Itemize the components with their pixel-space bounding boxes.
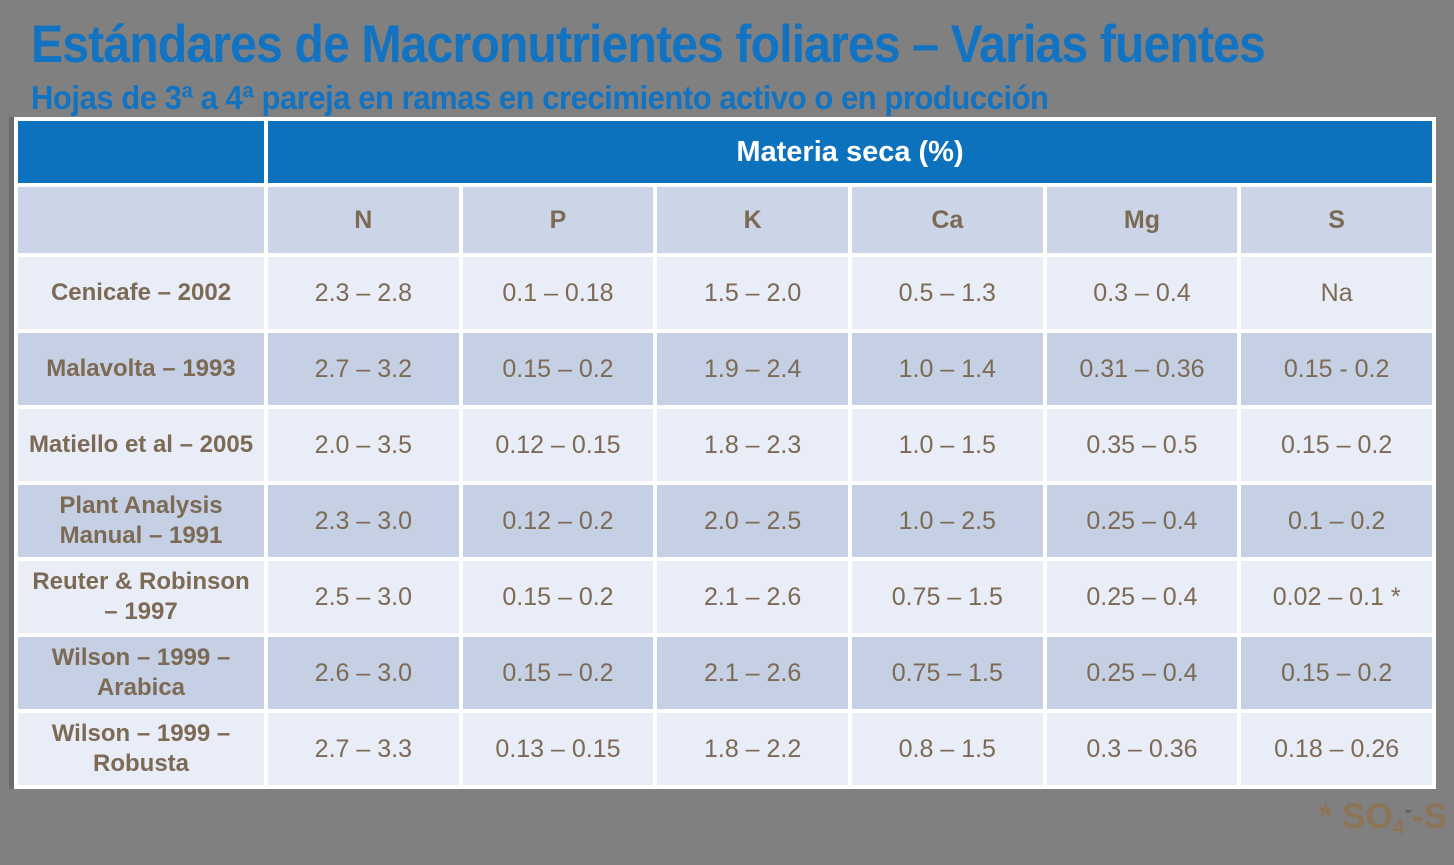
table-row: Wilson – 1999 – Arabica 2.6 – 3.0 0.15 –…	[18, 637, 1432, 709]
value-cell: 0.15 – 0.2	[462, 561, 654, 633]
value-cell: 2.7 – 3.2	[268, 333, 459, 405]
value-cell: 2.0 – 3.5	[268, 409, 459, 481]
value-cell: 0.8 – 1.5	[851, 713, 1043, 785]
value-cell: 2.1 – 2.6	[657, 637, 848, 709]
column-header-p: P	[462, 187, 654, 253]
value-cell: 0.1 – 0.18	[462, 257, 654, 329]
value-cell: 1.8 – 2.2	[657, 713, 848, 785]
footnote-prefix: * SO	[1318, 797, 1393, 836]
value-cell: 1.0 – 2.5	[851, 485, 1043, 557]
value-cell: 0.25 – 0.4	[1046, 637, 1238, 709]
table-row: Cenicafe – 2002 2.3 – 2.8 0.1 – 0.18 1.5…	[18, 257, 1432, 329]
sulfate-footnote: * SO4--S	[1319, 797, 1447, 840]
value-cell: 2.6 – 3.0	[268, 637, 459, 709]
table-row: Malavolta – 1993 2.7 – 3.2 0.15 – 0.2 1.…	[18, 333, 1432, 405]
value-cell: 2.1 – 2.6	[657, 561, 848, 633]
value-cell: 0.15 – 0.2	[1241, 409, 1432, 481]
value-cell: 0.18 – 0.26	[1241, 713, 1432, 785]
column-header-k: K	[657, 187, 848, 253]
value-cell: 1.0 – 1.4	[851, 333, 1043, 405]
macronutrient-standards-table: Materia seca (%) N P K Ca Mg S Cenicafe …	[9, 117, 1436, 789]
value-cell: 0.13 – 0.15	[462, 713, 654, 785]
source-cell: Plant Analysis Manual – 1991	[18, 485, 264, 557]
footnote-subscript: 4	[1392, 814, 1405, 840]
value-cell: 0.25 – 0.4	[1046, 561, 1238, 633]
value-cell: 0.12 – 0.15	[462, 409, 654, 481]
value-cell: 2.0 – 2.5	[657, 485, 848, 557]
value-cell: 0.35 – 0.5	[1046, 409, 1238, 481]
value-cell: 0.5 – 1.3	[851, 257, 1043, 329]
value-cell: 2.7 – 3.3	[268, 713, 459, 785]
value-cell: 0.31 – 0.36	[1046, 333, 1238, 405]
source-cell: Cenicafe – 2002	[18, 257, 264, 329]
slide-subtitle: Hojas de 3ª a 4ª pareja en ramas en crec…	[31, 79, 1049, 116]
value-cell: Na	[1241, 257, 1432, 329]
value-cell: 0.15 – 0.2	[462, 637, 654, 709]
source-cell: Reuter & Robinson – 1997	[18, 561, 264, 633]
footnote-suffix: -S	[1412, 797, 1447, 836]
column-header-ca: Ca	[851, 187, 1043, 253]
value-cell: 2.3 – 2.8	[268, 257, 459, 329]
materia-seca-header: Materia seca (%)	[268, 121, 1432, 183]
group-header-row: Materia seca (%)	[18, 121, 1432, 183]
value-cell: 0.75 – 1.5	[851, 637, 1043, 709]
table-row: Matiello et al – 2005 2.0 – 3.5 0.12 – 0…	[18, 409, 1432, 481]
corner-cell	[18, 121, 264, 183]
source-cell: Wilson – 1999 – Arabica	[18, 637, 264, 709]
column-header-s: S	[1241, 187, 1432, 253]
value-cell: 0.3 – 0.36	[1046, 713, 1238, 785]
value-cell: 0.1 – 0.2	[1241, 485, 1432, 557]
value-cell: 0.15 – 0.2	[1241, 637, 1432, 709]
source-cell: Wilson – 1999 – Robusta	[18, 713, 264, 785]
footnote-superscript-minus: -	[1404, 797, 1412, 823]
column-header-row: N P K Ca Mg S	[18, 187, 1432, 253]
value-cell: 1.8 – 2.3	[657, 409, 848, 481]
value-cell: 0.02 – 0.1 *	[1241, 561, 1432, 633]
value-cell: 0.3 – 0.4	[1046, 257, 1238, 329]
value-cell: 0.25 – 0.4	[1046, 485, 1238, 557]
value-cell: 0.75 – 1.5	[851, 561, 1043, 633]
value-cell: 0.12 – 0.2	[462, 485, 654, 557]
source-cell: Malavolta – 1993	[18, 333, 264, 405]
value-cell: 1.5 – 2.0	[657, 257, 848, 329]
value-cell: 0.15 - 0.2	[1241, 333, 1432, 405]
column-header-mg: Mg	[1046, 187, 1238, 253]
table-row: Wilson – 1999 – Robusta 2.7 – 3.3 0.13 –…	[18, 713, 1432, 785]
table-row: Reuter & Robinson – 1997 2.5 – 3.0 0.15 …	[18, 561, 1432, 633]
source-cell: Matiello et al – 2005	[18, 409, 264, 481]
value-cell: 0.15 – 0.2	[462, 333, 654, 405]
column-header-n: N	[268, 187, 459, 253]
column-header-empty	[18, 187, 264, 253]
value-cell: 2.5 – 3.0	[268, 561, 459, 633]
table-row: Plant Analysis Manual – 1991 2.3 – 3.0 0…	[18, 485, 1432, 557]
value-cell: 2.3 – 3.0	[268, 485, 459, 557]
value-cell: 1.9 – 2.4	[657, 333, 848, 405]
value-cell: 1.0 – 1.5	[851, 409, 1043, 481]
slide-title: Estándares de Macronutrientes foliares –…	[31, 15, 1266, 74]
